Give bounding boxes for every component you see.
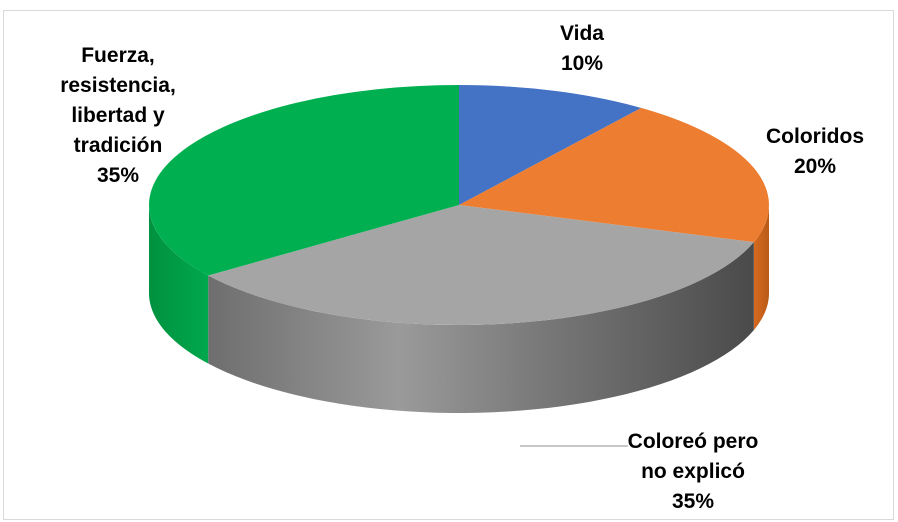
- data-label-3: Fuerza, resistencia, libertad y tradición 35…: [60, 44, 176, 187]
- data-label-0: Vida 10%: [560, 22, 604, 75]
- data-label-2: Coloreó pero no explicó 35%: [628, 430, 759, 513]
- pie-sides: [149, 205, 769, 413]
- pie-slice-3: [149, 85, 459, 276]
- pie-side-1: [753, 205, 769, 331]
- pie-slice-2: [208, 205, 754, 325]
- data-labels: Vida 10% Coloridos 20% Coloreó pero no explic…: [60, 22, 864, 513]
- pie-slice-1: [459, 107, 769, 243]
- data-label-1: Coloridos 20%: [766, 125, 864, 178]
- pie-side-3: [149, 205, 209, 364]
- pie-slices: [149, 85, 769, 325]
- pie-slice-0: [459, 85, 642, 205]
- pie-side-2: [208, 242, 754, 413]
